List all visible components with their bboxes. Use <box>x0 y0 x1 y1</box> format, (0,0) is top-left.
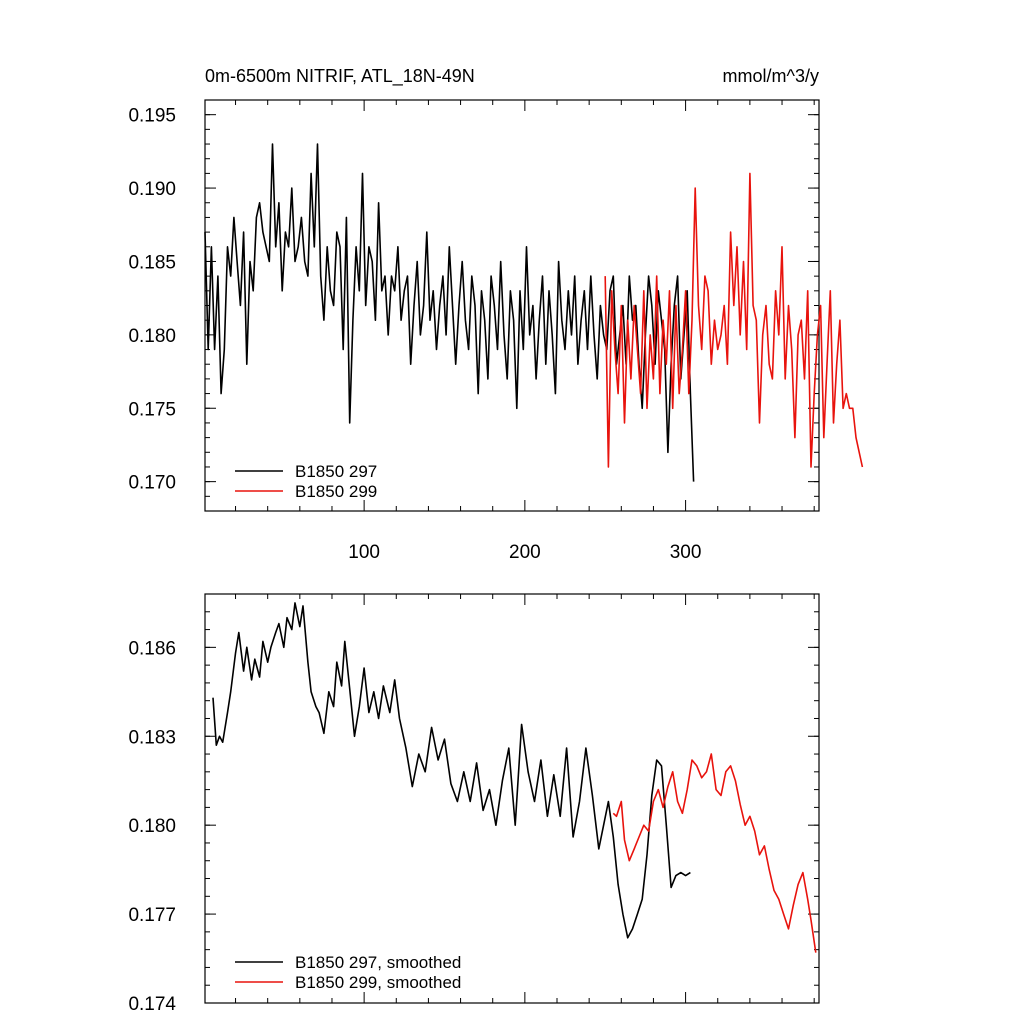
y-tick-label: 0.183 <box>128 727 176 748</box>
chart-units: mmol/m^3/y <box>723 66 819 86</box>
y-tick-label: 0.180 <box>128 326 176 347</box>
y-tick-label: 0.175 <box>128 399 176 420</box>
y-tick-label: 0.185 <box>128 252 176 273</box>
series-line-2 <box>604 172 864 468</box>
chart-title: 0m-6500m NITRIF, ATL_18N-49N <box>205 66 475 87</box>
legend-label-series-2: B1850 299 <box>295 482 377 501</box>
series-line-2 <box>612 753 817 953</box>
x-tick-label: 300 <box>670 542 702 563</box>
x-tick-label: 200 <box>509 542 541 563</box>
y-tick-label: 0.180 <box>128 816 176 837</box>
plot-frame <box>204 593 820 1004</box>
x-axis-labels: 100 200 300 <box>348 542 701 563</box>
series-group <box>212 602 817 953</box>
legend: B1850 297, smoothed B1850 299, smoothed <box>235 953 461 992</box>
legend: B1850 297 B1850 299 <box>235 462 377 501</box>
top-chart: 0m-6500m NITRIF, ATL_18N-49N mmol/m^3/y … <box>128 66 864 563</box>
legend-label-series-1: B1850 297 <box>295 462 377 481</box>
legend-label-series-1: B1850 297, smoothed <box>295 953 461 972</box>
series-line-1 <box>204 143 695 482</box>
bottom-chart: 0.174 0.177 0.180 0.183 0.186 B1850 297, smo… <box>128 593 820 1015</box>
legend-label-series-2: B1850 299, smoothed <box>295 973 461 992</box>
series-line-1 <box>212 602 691 939</box>
y-tick-label: 0.190 <box>128 179 176 200</box>
series-group <box>204 143 864 482</box>
y-tick-label: 0.170 <box>128 473 176 494</box>
x-tick-label: 100 <box>348 542 380 563</box>
y-axis-labels: 0.174 0.177 0.180 0.183 0.186 <box>128 638 176 1015</box>
tick-marks <box>205 593 819 1004</box>
y-axis-labels: 0.170 0.175 0.180 0.185 0.190 0.195 <box>128 106 176 494</box>
y-tick-label: 0.174 <box>128 994 176 1015</box>
y-tick-label: 0.195 <box>128 106 176 127</box>
y-tick-label: 0.177 <box>128 905 176 926</box>
y-tick-label: 0.186 <box>128 638 176 659</box>
